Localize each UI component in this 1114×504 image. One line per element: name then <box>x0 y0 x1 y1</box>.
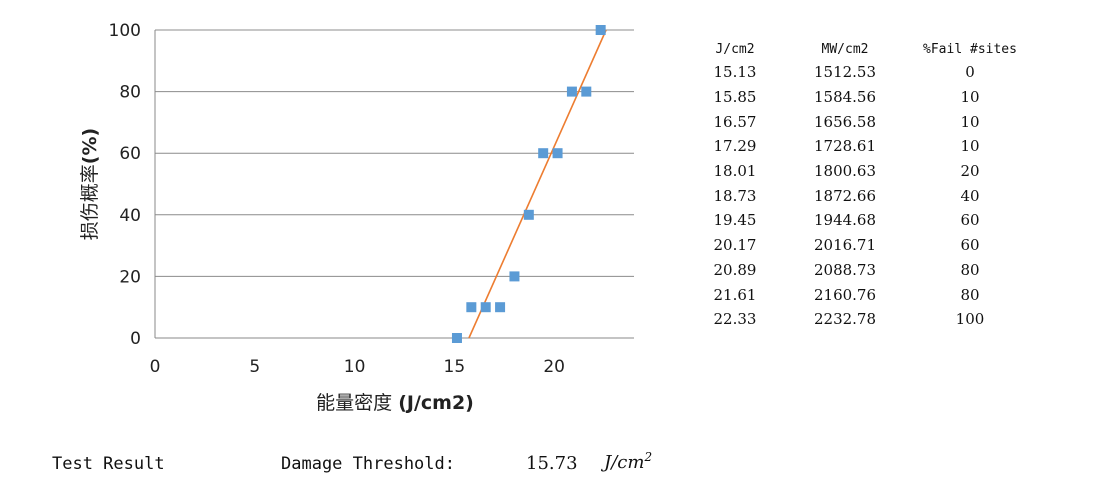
table-cell: 0 <box>965 63 975 82</box>
table-cell: 18.01 <box>713 162 757 181</box>
table-row: 15.13 1512.53 0 <box>690 60 1030 85</box>
data-point <box>466 302 477 313</box>
column-header: MW/cm2 <box>821 41 869 57</box>
x-tick-label: 10 <box>344 357 366 377</box>
table-row: 18.01 1800.63 20 <box>690 159 1030 184</box>
table-cell: 19.45 <box>713 211 757 230</box>
y-tick-label: 20 <box>119 267 141 287</box>
table-row: 15.85 1584.56 10 <box>690 85 1030 110</box>
damage-threshold-label: Damage Threshold: <box>281 454 455 474</box>
column-header: %Fail #sites <box>923 41 1017 57</box>
table-cell: 1800.63 <box>813 162 877 181</box>
table-cell: 60 <box>960 236 980 255</box>
y-tick-label: 40 <box>119 206 141 226</box>
gridlines <box>155 29 634 277</box>
table-cell: 20.17 <box>713 236 757 255</box>
data-table: J/cm2 MW/cm2 %Fail #sites 15.13 1512.53 0 … <box>690 38 1030 332</box>
y-axis-label: 损伤概率(%) <box>79 128 101 240</box>
data-point <box>566 86 577 97</box>
y-tick-label: 60 <box>119 144 141 164</box>
table-cell: 2088.73 <box>813 260 877 279</box>
data-point <box>451 333 462 343</box>
column-header: J/cm2 <box>715 41 755 57</box>
data-point <box>595 25 606 35</box>
table-cell: 10 <box>960 137 980 156</box>
table-row: 19.45 1944.68 60 <box>690 208 1030 233</box>
x-tick-label: 20 <box>543 357 565 377</box>
table-cell: 1872.66 <box>813 186 877 205</box>
table-cell: 2232.78 <box>813 310 877 329</box>
x-tick-label: 5 <box>249 357 260 377</box>
tick-labels: 0 20 40 60 80 100 0 5 10 15 20 <box>109 21 565 377</box>
table-cell: 2160.76 <box>813 285 877 304</box>
table-cell: 15.13 <box>713 63 757 82</box>
test-result-line: Test Result Damage Threshold: 15.73 J/cm… <box>0 450 1114 484</box>
table-cell: 1512.53 <box>813 63 877 82</box>
table-cell: 15.85 <box>713 88 757 107</box>
unit-exponent: 2 <box>644 450 653 464</box>
table-cell: 10 <box>960 88 980 107</box>
table-row: 22.33 2232.78 100 <box>690 307 1030 332</box>
table-cell: 18.73 <box>713 186 757 205</box>
table-cell: 1944.68 <box>813 211 877 230</box>
table-cell: 16.57 <box>713 112 757 131</box>
x-axis-label: 能量密度 (J/cm2) <box>316 392 474 414</box>
data-point <box>523 209 534 220</box>
table-cell: 22.33 <box>713 310 757 329</box>
table-cell: 2016.71 <box>813 236 877 255</box>
y-tick-label: 80 <box>119 83 141 103</box>
test-result-label: Test Result <box>52 454 165 474</box>
table-cell: 1728.61 <box>813 137 877 156</box>
fit-line <box>468 29 607 339</box>
x-tick-label: 15 <box>444 357 466 377</box>
damage-threshold-value: 15.73 <box>526 453 578 474</box>
table-cell: 10 <box>960 112 980 131</box>
table-row: 18.73 1872.66 40 <box>690 183 1030 208</box>
table-cell: 80 <box>960 260 980 279</box>
table-cell: 1656.58 <box>813 112 877 131</box>
data-point <box>552 148 563 159</box>
table-cell: 20 <box>960 162 980 181</box>
data-point <box>509 271 520 282</box>
table-row: 20.17 2016.71 60 <box>690 233 1030 258</box>
x-tick-label: 0 <box>150 357 161 377</box>
trend-line <box>468 29 607 339</box>
table-cell: 1584.56 <box>813 88 877 107</box>
table-row: 21.61 2160.76 80 <box>690 282 1030 307</box>
table-cell: 20.89 <box>713 260 757 279</box>
table-cell: 60 <box>960 211 980 230</box>
table-cell: 100 <box>955 310 985 329</box>
table-header-row: J/cm2 MW/cm2 %Fail #sites <box>690 38 1030 60</box>
unit-base: J/cm <box>604 452 645 473</box>
data-point <box>581 86 592 97</box>
data-point <box>538 148 549 159</box>
y-tick-label: 100 <box>109 21 141 41</box>
damage-threshold-unit: J/cm2 <box>604 450 652 473</box>
table-cell: 80 <box>960 285 980 304</box>
table-cell: 40 <box>960 186 980 205</box>
scatter-chart: 0 20 40 60 80 100 0 5 10 15 20 能量密度 (J/cm2) 损伤概率(%… <box>79 21 634 414</box>
data-point <box>495 302 506 313</box>
table-row: 20.89 2088.73 80 <box>690 258 1030 283</box>
table-row: 16.57 1656.58 10 <box>690 109 1030 134</box>
data-point <box>480 302 491 313</box>
table-cell: 21.61 <box>713 285 757 304</box>
data-points <box>451 25 606 343</box>
table-cell: 17.29 <box>713 137 757 156</box>
table-row: 17.29 1728.61 10 <box>690 134 1030 159</box>
y-tick-label: 0 <box>130 329 141 349</box>
